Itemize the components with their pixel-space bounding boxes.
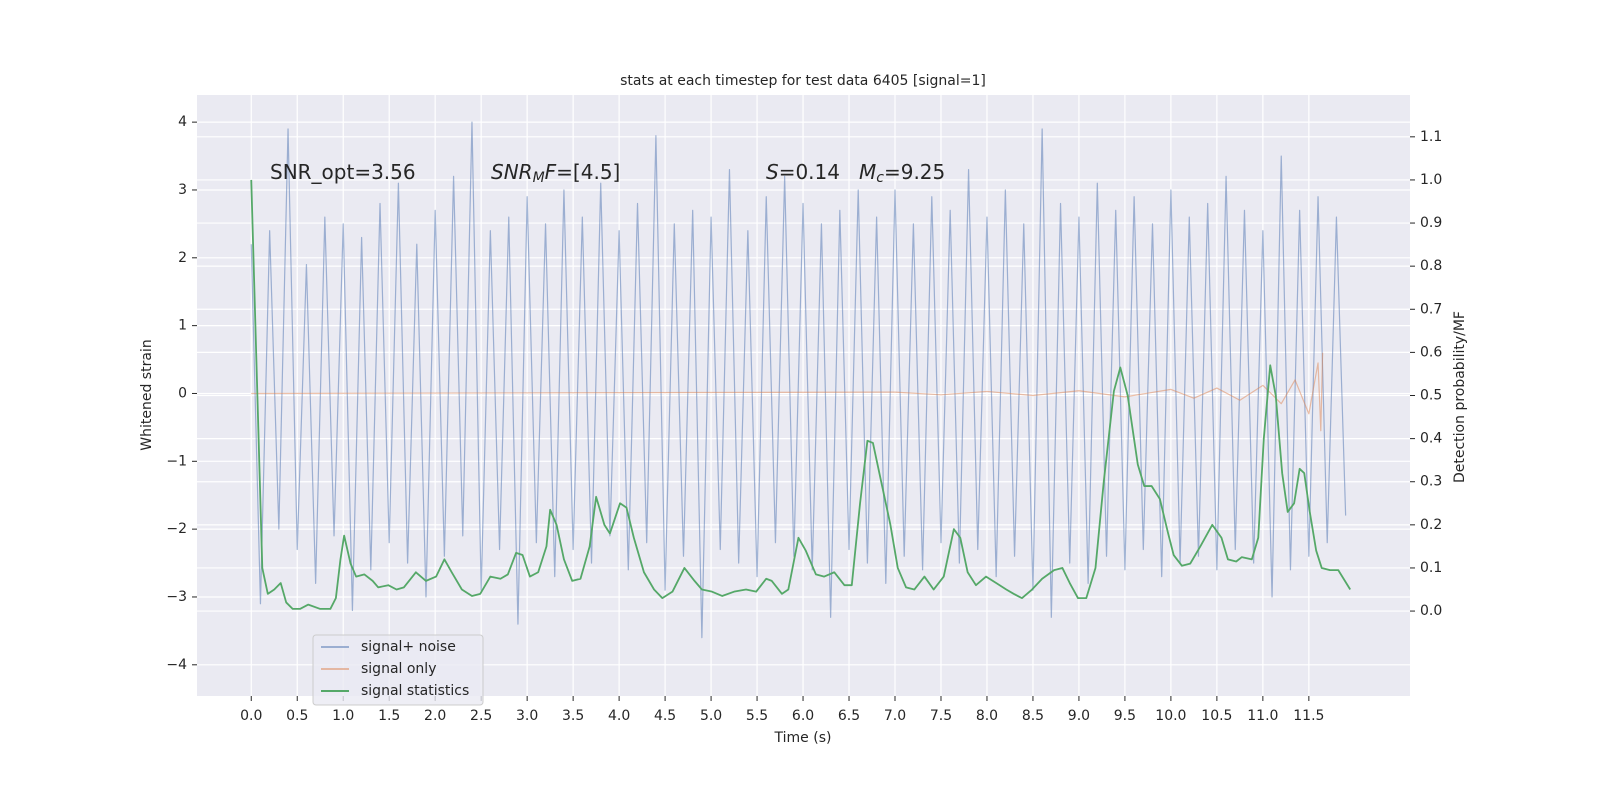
- y-axis-label: Whitened strain: [139, 339, 155, 450]
- legend-label: signal+ noise: [361, 639, 456, 655]
- y2-axis-label: Detection probability/MF: [1452, 311, 1468, 483]
- y-tick-label: 4: [178, 114, 187, 130]
- annotation-part: SNR_opt=3.56: [270, 160, 416, 184]
- x-tick-label: 7.0: [884, 708, 906, 724]
- x-tick-label: 9.0: [1068, 708, 1090, 724]
- x-tick-label: 11.5: [1293, 708, 1324, 724]
- y-tick-label: 1: [178, 318, 187, 334]
- annotation-part: M: [859, 160, 876, 184]
- annotation: SNRMF=[4.5]: [491, 160, 620, 187]
- legend-label: signal statistics: [361, 683, 469, 699]
- y-tick-label: −3: [166, 589, 187, 605]
- y2-tick-label: 0.2: [1420, 517, 1442, 533]
- y-tick-label: 0: [178, 385, 187, 401]
- annotation: S=0.14: [766, 160, 840, 184]
- x-tick-label: 8.0: [976, 708, 998, 724]
- x-tick-label: 7.5: [930, 708, 952, 724]
- y2-tick-label: 0.4: [1420, 431, 1442, 447]
- chart-title: stats at each timestep for test data 640…: [620, 73, 986, 89]
- x-tick-label: 10.0: [1155, 708, 1186, 724]
- legend: signal+ noise signal only signal statistic…: [312, 634, 484, 706]
- x-tick-label: 4.0: [608, 708, 630, 724]
- x-tick-label: 10.5: [1201, 708, 1232, 724]
- annotation: Mc=9.25: [859, 160, 945, 187]
- y-tick-label: −2: [166, 521, 187, 537]
- y2-tick-label: 1.0: [1420, 172, 1442, 188]
- y2-tick-label: 0.1: [1420, 560, 1442, 576]
- y2-tick-label: 0.5: [1420, 388, 1442, 404]
- annotation-part: =0.14: [779, 160, 840, 184]
- x-tick-label: 6.0: [792, 708, 814, 724]
- y-tick-label: −4: [166, 657, 187, 673]
- x-tick-label: 5.5: [746, 708, 768, 724]
- x-tick-label: 0.5: [286, 708, 308, 724]
- series-line: [250, 179, 1351, 610]
- annotation-part: c: [876, 170, 884, 186]
- x-tick-label: 11.0: [1247, 708, 1278, 724]
- x-tick-label: 3.5: [562, 708, 584, 724]
- x-tick-label: 1.0: [332, 708, 354, 724]
- legend-box: [312, 634, 484, 706]
- x-tick-label: 5.0: [700, 708, 722, 724]
- x-tick-label: 6.5: [838, 708, 860, 724]
- grid: [197, 95, 1410, 696]
- y2-tick-label: 0.9: [1420, 215, 1442, 231]
- y2-tick-label: 0.3: [1420, 474, 1442, 490]
- x-axis-label: Time (s): [774, 730, 832, 746]
- y-tick-label: 2: [178, 250, 187, 266]
- annotation-part: S: [766, 160, 779, 184]
- series-line: [251, 352, 1324, 432]
- y-tick-label: 3: [178, 182, 187, 198]
- y2-tick-label: 0.8: [1420, 258, 1442, 274]
- x-tick-label: 1.5: [378, 708, 400, 724]
- annotation: SNR_opt=3.56: [270, 160, 416, 184]
- y2-tick-label: 0.7: [1420, 301, 1442, 317]
- x-tick-label: 2.0: [424, 708, 446, 724]
- annotation-part: F: [545, 160, 557, 184]
- x-tick-label: 8.5: [1022, 708, 1044, 724]
- x-tick-label: 0.0: [240, 708, 262, 724]
- annotation-part: =9.25: [884, 160, 945, 184]
- y2-tick-label: 1.1: [1420, 129, 1442, 145]
- annotation-part: =[4.5]: [556, 160, 620, 184]
- y-tick-label: −1: [166, 453, 187, 469]
- annotation-part: SNR: [491, 160, 533, 184]
- legend-label: signal only: [361, 661, 436, 677]
- annotation-part: M: [533, 170, 545, 186]
- y2-tick-label: 0.6: [1420, 344, 1442, 360]
- x-tick-label: 9.5: [1114, 708, 1136, 724]
- x-tick-label: 3.0: [516, 708, 538, 724]
- x-tick-label: 2.5: [470, 708, 492, 724]
- x-tick-label: 4.5: [654, 708, 676, 724]
- y2-tick-label: 0.0: [1420, 603, 1442, 619]
